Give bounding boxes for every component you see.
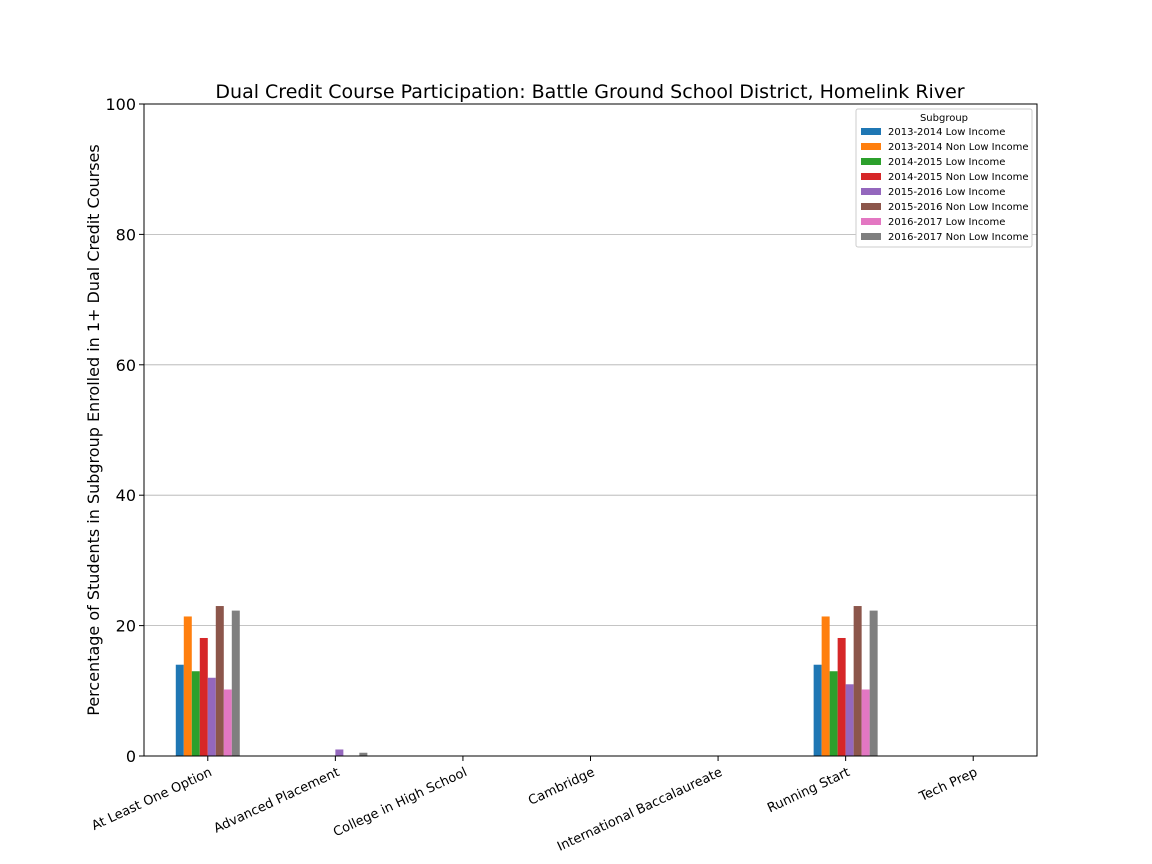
legend-swatch: [861, 218, 881, 225]
bar: [359, 752, 368, 756]
bar: [175, 664, 184, 756]
bar: [207, 677, 216, 756]
bar: [191, 671, 200, 756]
legend-swatch: [861, 158, 881, 165]
y-tick-label: 20: [116, 617, 136, 636]
y-tick-label: 100: [105, 95, 136, 114]
legend-swatch: [861, 233, 881, 240]
legend-entry: 2016-2017 Low Income: [888, 217, 1005, 228]
x-tick-label: Tech Prep: [916, 765, 980, 805]
legend-title: Subgroup: [920, 113, 968, 124]
y-tick-label: 0: [126, 747, 136, 766]
y-tick-label: 60: [116, 356, 136, 375]
chart-title: Dual Credit Course Participation: Battle…: [215, 81, 964, 103]
x-tick-label: College in High School: [331, 765, 469, 840]
legend-entry: 2014-2015 Non Low Income: [888, 172, 1028, 183]
bar: [853, 606, 862, 756]
legend: Subgroup 2013-2014 Low Income 2013-2014 N…: [855, 108, 1033, 248]
x-tick-label: Cambridge: [526, 765, 597, 809]
x-tick-label: Advanced Placement: [212, 765, 342, 836]
bar: [845, 684, 854, 756]
bar: [335, 749, 344, 756]
bar: [869, 610, 878, 756]
bar: [861, 689, 870, 756]
x-tick-label: At Least One Option: [90, 765, 215, 834]
legend-entry: 2014-2015 Low Income: [888, 157, 1005, 168]
legend-entry: 2016-2017 Non Low Income: [888, 232, 1028, 243]
legend-entry: 2015-2016 Non Low Income: [888, 202, 1028, 213]
bar: [183, 616, 192, 756]
y-axis: 0 20 40 60 80 100: [105, 95, 144, 766]
legend-swatch: [861, 203, 881, 210]
bar: [837, 637, 846, 756]
legend-entry: 2013-2014 Non Low Income: [888, 142, 1028, 153]
y-axis-label: Percentage of Students in Subgroup Enrol…: [84, 144, 103, 715]
legend-swatch: [861, 188, 881, 195]
legend-box: [855, 108, 1033, 248]
bar: [223, 689, 232, 756]
y-tick-label: 80: [116, 225, 136, 244]
legend-entry: 2013-2014 Low Income: [888, 127, 1005, 138]
legend-swatch: [861, 128, 881, 135]
legend-swatch: [861, 173, 881, 180]
y-tick-label: 40: [116, 486, 136, 505]
bar: [829, 671, 838, 756]
x-tick-label: Running Start: [765, 765, 852, 816]
bar: [215, 606, 224, 756]
bar: [813, 664, 822, 756]
bar: [231, 610, 240, 756]
legend-entry: 2015-2016 Low Income: [888, 187, 1005, 198]
bar: [199, 637, 208, 756]
bars-group: [175, 606, 878, 756]
legend-swatch: [861, 143, 881, 150]
bar: [821, 616, 830, 756]
